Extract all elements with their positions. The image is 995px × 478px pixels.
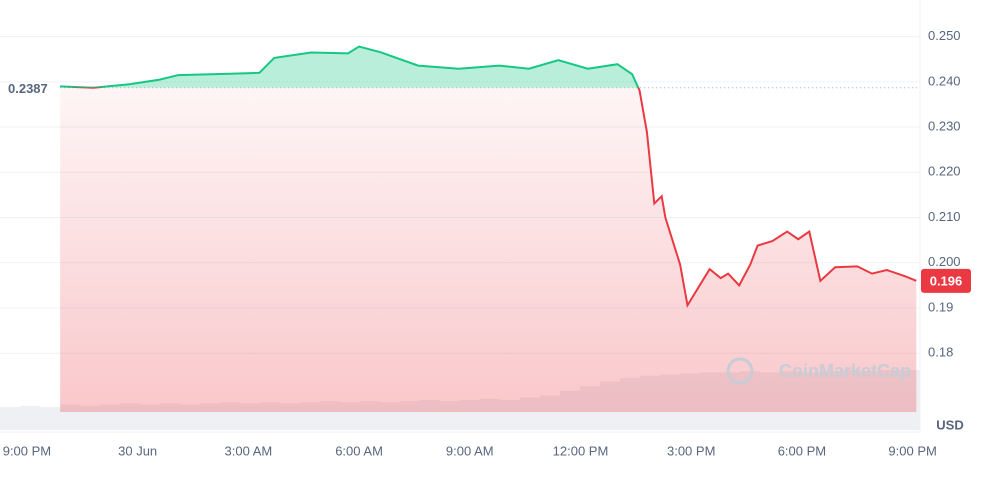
- y-tick-label: 0.18: [928, 345, 953, 360]
- y-tick-label: 0.200: [928, 254, 961, 269]
- area-down: [60, 87, 917, 412]
- watermark-logo: [726, 357, 754, 385]
- baseline-label: 0.2387: [8, 81, 48, 96]
- volume-bar: [0, 406, 20, 430]
- x-tick-label: 3:00 PM: [667, 443, 715, 458]
- x-tick-label: 6:00 AM: [335, 443, 383, 458]
- x-tick-label: 30 Jun: [118, 443, 157, 458]
- x-tick-label: 12:00 PM: [553, 443, 609, 458]
- area-up: [60, 46, 639, 88]
- watermark: CoinMarketCap: [779, 361, 911, 381]
- price-line: [60, 45, 917, 309]
- volume-bar: [40, 406, 60, 430]
- y-tick-label: 0.19: [928, 299, 953, 314]
- price-tag: [921, 268, 971, 293]
- y-tick-label: 0.250: [928, 28, 961, 43]
- price-tag-label: 0.196: [930, 273, 963, 288]
- volume-bar: [20, 405, 40, 430]
- y-tick-label: 0.220: [928, 164, 961, 179]
- x-tick-label: 3:00 AM: [225, 443, 273, 458]
- y-tick-label: 0.230: [928, 119, 961, 134]
- y-tick-label: 0.210: [928, 209, 961, 224]
- x-tick-label: 9:00 AM: [446, 443, 494, 458]
- x-tick-label: 9:00 PM: [3, 443, 51, 458]
- plot: [60, 45, 920, 412]
- y-tick-label: 0.240: [928, 73, 961, 88]
- currency-label: USD: [936, 417, 963, 432]
- x-tick-label: 6:00 PM: [778, 443, 826, 458]
- x-tick-label: 9:00 PM: [888, 443, 936, 458]
